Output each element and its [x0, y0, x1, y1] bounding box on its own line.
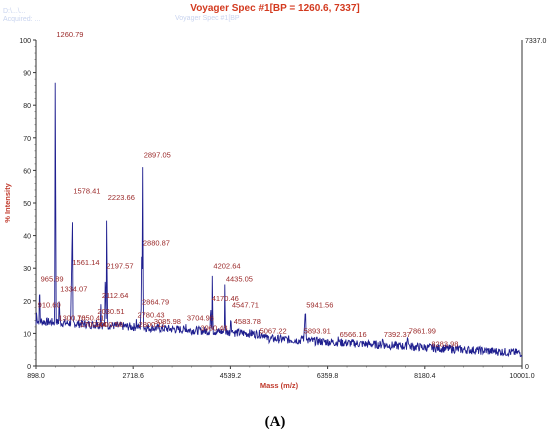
peak-label: 2864.79	[142, 297, 169, 306]
peak-label: 910.60	[38, 301, 61, 310]
peak-label: 1334.07	[60, 284, 87, 293]
peak-label: 3960.48	[200, 323, 227, 332]
right-axis-max-label: 7337.0	[525, 38, 547, 45]
peak-label: 2897.05	[144, 151, 171, 160]
y-tick-label: 20	[23, 299, 31, 306]
y-tick-label: 10	[23, 331, 31, 338]
x-tick-label: 6359.8	[317, 373, 339, 380]
peak-label: 2800.11	[139, 320, 166, 329]
peak-label: 1578.41	[73, 186, 100, 195]
peak-label: 8283.98	[431, 340, 458, 349]
peak-label: 3704.96	[187, 314, 214, 323]
peak-label: 4435.05	[226, 275, 253, 284]
right-axis-min-label: 0	[525, 364, 529, 371]
x-tick-label: 898.0	[27, 373, 45, 380]
figure-caption: (A)	[264, 414, 286, 430]
peak-label: 2780.43	[137, 310, 164, 319]
peak-label: 7861.99	[409, 327, 436, 336]
peak-label: 4202.64	[213, 261, 240, 270]
y-axis-label: % Intensity	[3, 182, 12, 222]
y-tick-label: 0	[27, 364, 31, 371]
x-tick-label: 10001.0	[509, 373, 534, 380]
peak-label: 2223.66	[108, 193, 135, 202]
peak-label: 2030.51	[97, 307, 124, 316]
peak-label: 5893.91	[304, 327, 331, 336]
peak-label: 5941.56	[306, 301, 333, 310]
faint-header-text-2: Acquired: ...	[3, 16, 41, 23]
y-tick-label: 90	[23, 71, 31, 78]
peak-label: 1700.44	[80, 320, 107, 329]
peak-label: 1300.70	[58, 314, 85, 323]
y-tick-label: 60	[23, 168, 31, 175]
peak-label: 2000.58	[96, 320, 123, 329]
faint-header-text-3: Voyager Spec #1[BP	[175, 15, 240, 22]
peak-label: 7392.37	[384, 330, 411, 339]
y-tick-label: 80	[23, 103, 31, 110]
peak-label: 4170.46	[212, 294, 239, 303]
peak-label: 2880.87	[143, 239, 170, 248]
y-tick-label: 100	[19, 38, 31, 45]
peak-label: 2197.57	[106, 261, 133, 270]
x-tick-label: 4539.2	[220, 373, 242, 380]
peak-label: 4547.71	[232, 301, 259, 310]
y-tick-label: 30	[23, 266, 31, 273]
peak-label: 6566.16	[340, 330, 367, 339]
peak-label: 3085.98	[154, 317, 181, 326]
x-tick-label: 8180.4	[414, 373, 436, 380]
y-tick-label: 50	[23, 201, 31, 208]
x-tick-label: 2718.6	[122, 373, 144, 380]
peak-label: 1260.79	[56, 30, 83, 39]
peak-label: 2112.64	[102, 291, 129, 300]
peak-label: 4583.78	[234, 317, 261, 326]
spectrum-trace	[35, 82, 523, 358]
peak-label: 965.89	[41, 275, 64, 284]
y-tick-label: 40	[23, 234, 31, 241]
faint-header-text-1: D:\...\...	[3, 8, 26, 15]
chart-title: Voyager Spec #1[BP = 1260.6, 7337]	[190, 3, 360, 14]
peak-label: 1650.41	[77, 314, 104, 323]
peak-label: 1561.14	[72, 258, 99, 267]
y-tick-label: 70	[23, 136, 31, 143]
x-axis-label: Mass (m/z)	[260, 381, 299, 390]
peak-label: 5067.22	[260, 327, 287, 336]
